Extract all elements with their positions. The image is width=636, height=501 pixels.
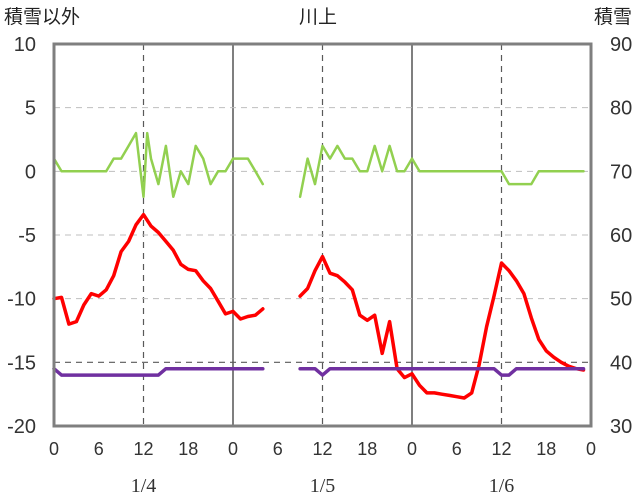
left-y-tick-label: -15 xyxy=(7,352,36,374)
date-label: 1/4 xyxy=(131,475,157,497)
series-0-line-segment xyxy=(52,131,265,199)
right-y-tick-label: 80 xyxy=(610,98,632,120)
grid-lines xyxy=(54,44,591,426)
right-y-tick-label: 70 xyxy=(610,161,632,183)
left-y-tick-label: -10 xyxy=(7,289,36,311)
right-y-tick-label: 60 xyxy=(610,225,632,247)
left-y-ticks: 10 5 0 -5 -10 -15 -20 xyxy=(7,34,36,438)
x-tick-label: 6 xyxy=(94,439,104,459)
right-y-tick-label: 50 xyxy=(610,289,632,311)
left-y-tick-label: -5 xyxy=(18,225,36,247)
left-y-tick-label: 10 xyxy=(14,34,36,56)
right-y-tick-label: 40 xyxy=(610,352,632,374)
x-tick-label: 12 xyxy=(312,439,332,459)
x-tick-label: 18 xyxy=(357,439,377,459)
x-tick-label: 18 xyxy=(178,439,198,459)
left-y-tick-label: -20 xyxy=(7,416,36,438)
series-2-line-segment xyxy=(298,366,586,377)
date-labels: 1/4 1/5 1/6 xyxy=(131,475,515,497)
series-0-line-segment xyxy=(298,144,585,199)
x-ticks: 0 6 12 18 0 6 12 18 0 6 12 18 0 xyxy=(49,439,596,459)
plot-frame xyxy=(52,42,593,428)
x-tick-label: 12 xyxy=(133,439,153,459)
x-tick-label: 6 xyxy=(452,439,462,459)
right-axis-label: 積雪 xyxy=(594,6,632,28)
x-tick-label: 0 xyxy=(49,439,59,459)
date-label: 1/5 xyxy=(310,475,336,497)
data-series xyxy=(52,131,586,400)
date-label: 1/6 xyxy=(489,475,515,497)
x-tick-label: 18 xyxy=(536,439,556,459)
left-y-tick-label: 5 xyxy=(25,98,36,120)
x-tick-label: 0 xyxy=(228,439,238,459)
left-y-tick-label: 0 xyxy=(25,161,36,183)
right-y-tick-label: 90 xyxy=(610,34,632,56)
x-tick-label: 12 xyxy=(491,439,511,459)
x-tick-label: 0 xyxy=(407,439,417,459)
right-y-tick-label: 30 xyxy=(610,416,632,438)
series-1-line-segment xyxy=(52,212,265,326)
chart-title: 川上 xyxy=(299,6,337,28)
right-y-ticks: 90 80 70 60 50 40 30 xyxy=(610,34,632,438)
x-tick-label: 6 xyxy=(273,439,283,459)
x-tick-label: 0 xyxy=(586,439,596,459)
left-axis-label: 積雪以外 xyxy=(4,6,80,28)
series-1-line-segment xyxy=(298,254,586,400)
series-2-line-segment xyxy=(52,366,265,377)
